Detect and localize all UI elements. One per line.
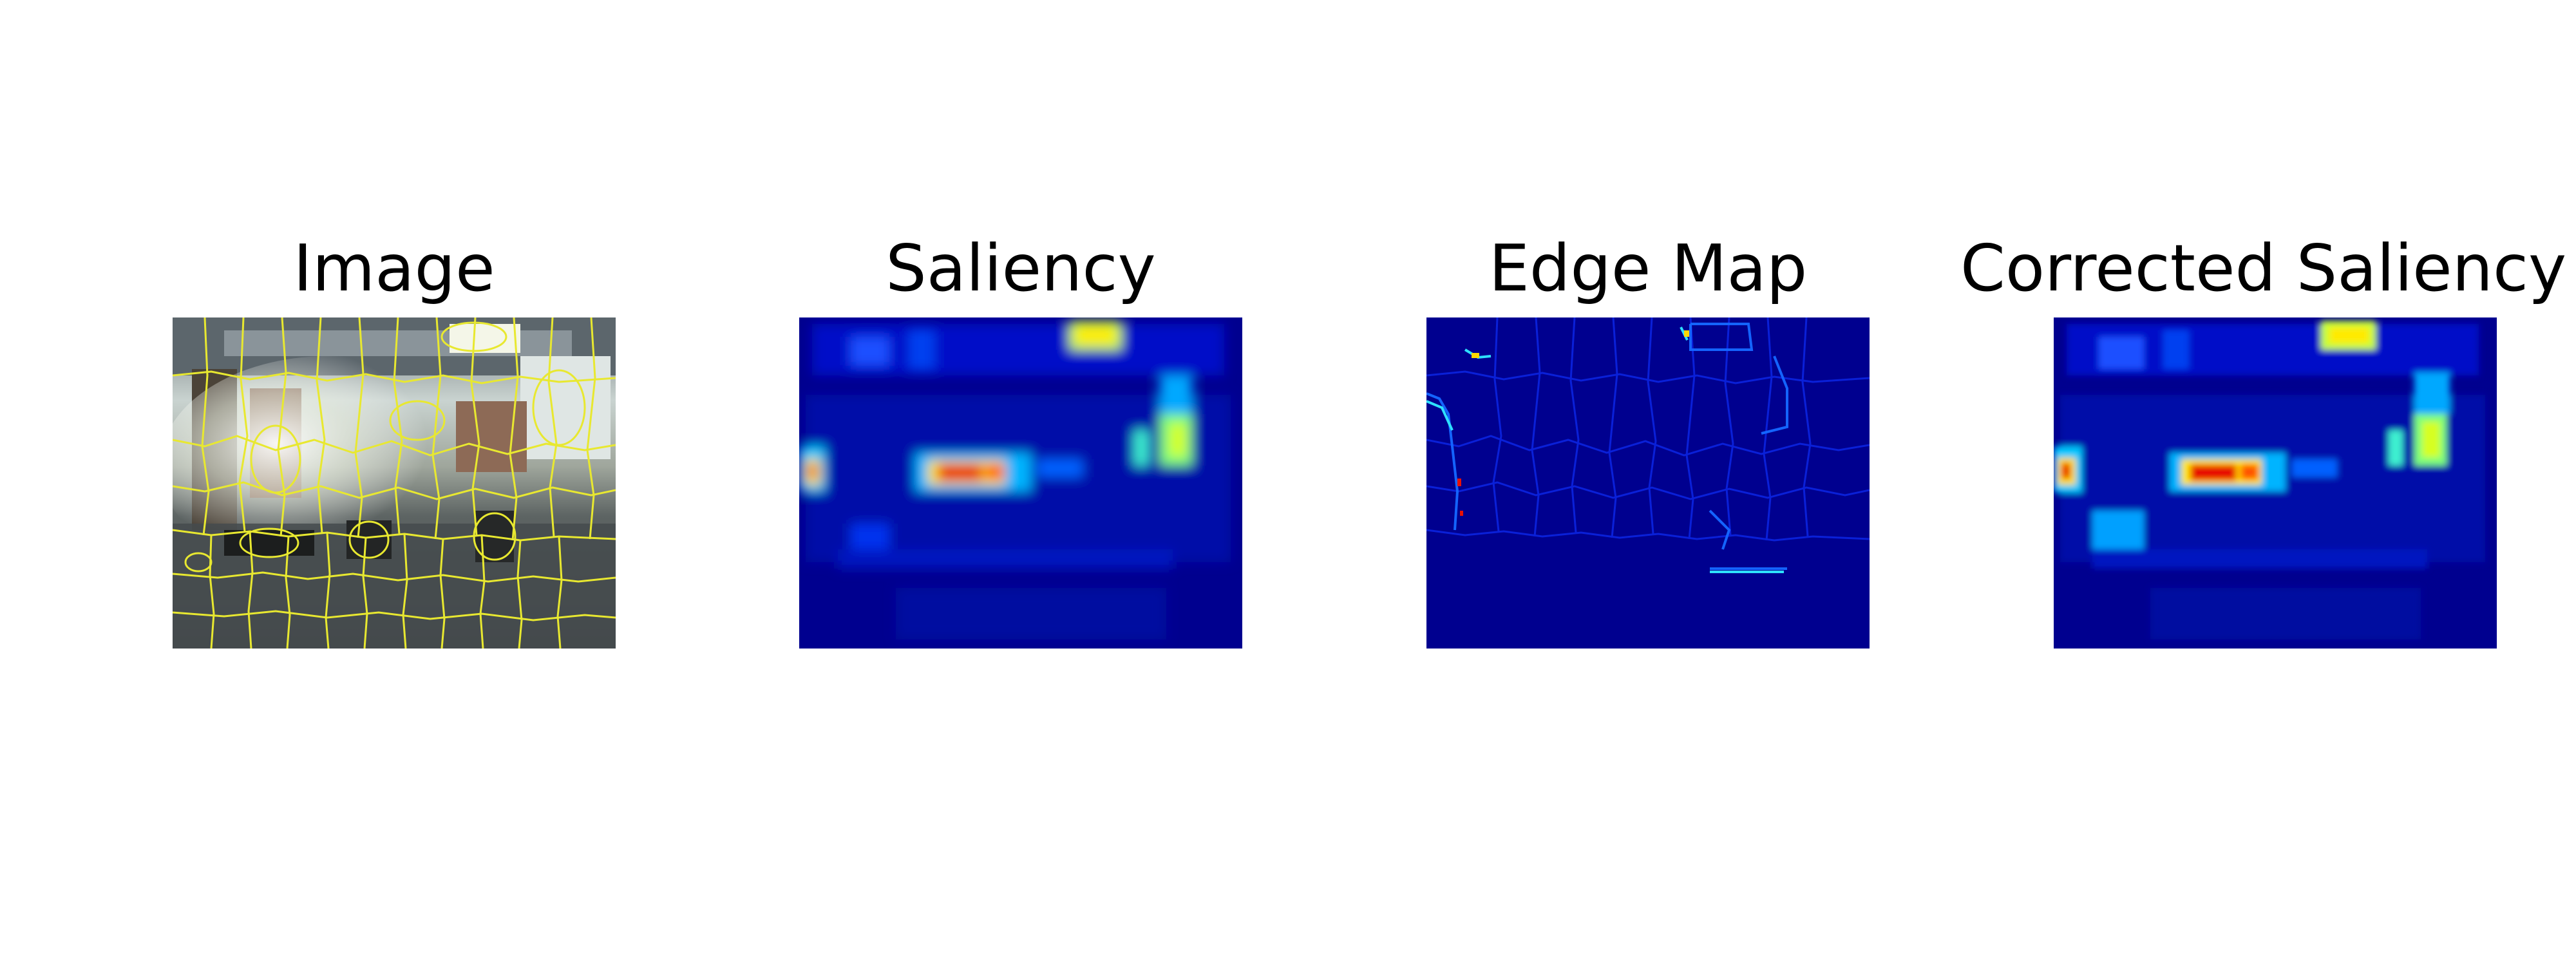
saliency-heatmap <box>799 317 1242 649</box>
panel-title-edge-map: Edge Map <box>1488 231 1808 306</box>
superpixel-image <box>173 317 616 649</box>
edge-map-panel <box>1426 317 1870 649</box>
panel-title-corrected-saliency: Corrected Saliency <box>1960 231 2567 306</box>
saliency-panel <box>799 317 1242 649</box>
edge-map <box>1426 317 1870 649</box>
panel-title-image: Image <box>293 231 495 306</box>
image-panel <box>173 317 616 649</box>
corrected-saliency-panel <box>2054 317 2497 649</box>
panel-title-saliency: Saliency <box>886 231 1156 306</box>
corrected-saliency-heatmap <box>2054 317 2497 649</box>
